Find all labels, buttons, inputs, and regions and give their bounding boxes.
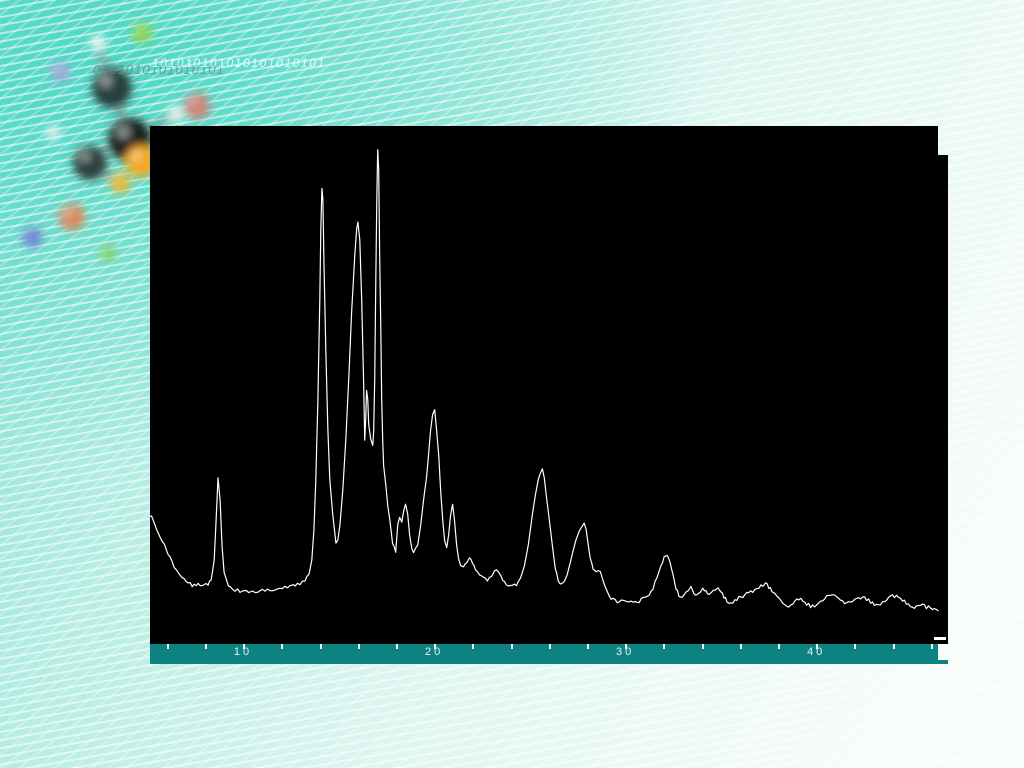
x-axis-tick — [243, 644, 245, 649]
atom-hydrogen-2 — [167, 105, 185, 123]
x-axis-tick — [854, 644, 857, 649]
atom-carbon-top — [92, 68, 132, 108]
atom-carbon-left — [73, 146, 107, 180]
x-axis-tick-label: 40 — [807, 646, 826, 658]
atom-highlight — [117, 126, 130, 139]
xrd-trace-line — [150, 149, 939, 612]
x-axis-tick-label: 10 — [233, 646, 253, 658]
x-axis-tick — [204, 644, 207, 649]
atom-highlight — [64, 208, 72, 217]
atom-oxygen-rose — [184, 93, 210, 119]
atom-highlight — [189, 97, 197, 106]
x-axis-tick — [663, 644, 666, 649]
atom-nitrogen-lavender — [50, 62, 70, 82]
x-axis-tick — [586, 644, 589, 649]
atom-highlight — [131, 150, 141, 160]
atom-chlorine-green — [132, 23, 152, 43]
x-axis-tick — [892, 644, 895, 649]
atom-hydrogen-3 — [46, 126, 60, 140]
atom-blue-lower — [22, 227, 42, 247]
x-axis-tick — [434, 644, 437, 649]
panel-corner-mark — [934, 637, 946, 640]
molecule-image — [22, 23, 210, 261]
xrd-chart: 10 20 30 40 — [150, 126, 948, 664]
atom-sulfur-small — [110, 173, 130, 193]
atom-highlight — [100, 75, 112, 87]
atom-hydrogen-1 — [90, 35, 106, 51]
x-axis-tick — [472, 644, 475, 649]
chart-plot-area-extension — [938, 155, 948, 644]
x-axis-bar-step — [150, 660, 948, 664]
atom-highlight — [103, 247, 108, 253]
x-axis-tick — [395, 644, 398, 649]
atom-highlight — [114, 176, 120, 183]
x-axis-tick — [739, 644, 742, 649]
x-axis-tick — [701, 644, 704, 649]
molecule-group — [22, 23, 210, 261]
x-axis-tick-label: 30 — [615, 646, 635, 658]
atom-highlight — [93, 37, 98, 43]
atom-green-lower — [100, 245, 116, 261]
atom-highlight — [136, 26, 142, 33]
atom-highlight — [80, 152, 90, 162]
x-axis-tick — [625, 644, 628, 649]
x-axis-tick — [166, 644, 169, 649]
x-axis-tick — [510, 644, 513, 649]
x-axis-tick-label: 20 — [424, 646, 444, 658]
atom-highlight — [48, 128, 53, 133]
x-axis-tick — [319, 644, 322, 649]
x-axis-tick — [357, 644, 360, 649]
x-axis-tick — [930, 644, 933, 649]
x-axis-bar: 10 20 30 40 — [150, 644, 938, 660]
x-axis-tick — [778, 644, 780, 649]
x-axis-tick — [816, 644, 819, 649]
atom-highlight — [54, 65, 60, 72]
xrd-trace — [150, 149, 939, 612]
x-axis-tick — [281, 644, 284, 649]
atom-orange-lower — [59, 204, 85, 230]
x-axis-tick — [548, 644, 551, 649]
atom-highlight — [170, 108, 176, 114]
atom-highlight — [26, 230, 32, 237]
chart-plot-area — [150, 126, 938, 644]
